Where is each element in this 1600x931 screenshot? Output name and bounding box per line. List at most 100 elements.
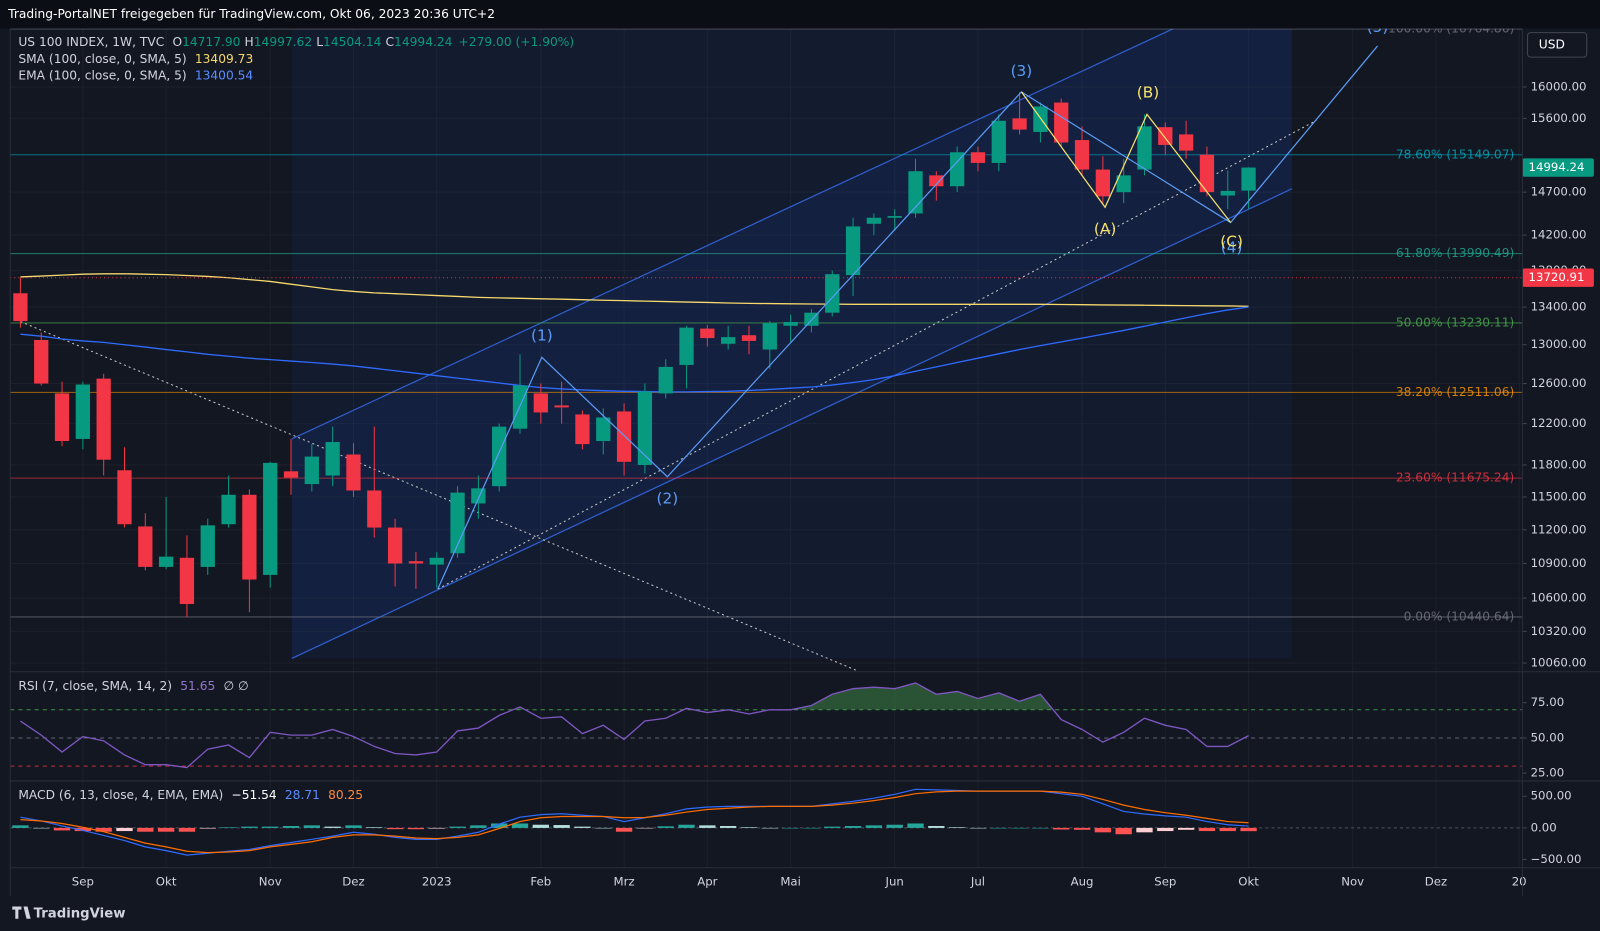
y-tick-label: 15600.00 (1531, 111, 1587, 125)
legend-key: SMA (100, close, 0, SMA, 5) (18, 52, 186, 66)
candle-body (263, 462, 278, 575)
y-tick-label: 11800.00 (1531, 457, 1587, 471)
y-tick-label: −500.00 (1531, 852, 1582, 866)
macd-histogram-bar (595, 827, 612, 829)
ema-legend: EMA (100, close, 0, SMA, 5) 13400.54 (18, 68, 253, 82)
macd-histogram-bar (1053, 827, 1070, 830)
x-tick-label: 2023 (422, 874, 452, 888)
candle-body (929, 175, 944, 187)
legend-value: −51.54 (231, 788, 276, 802)
macd-histogram-bar (262, 826, 279, 828)
candle-body (34, 339, 49, 384)
channel (291, 28, 1292, 659)
fib-label: 23.60% (11675.24) (1396, 471, 1514, 485)
candle-body (242, 494, 257, 580)
candle-body (658, 366, 673, 394)
candle-body (1241, 167, 1256, 191)
candle-body (845, 226, 861, 276)
macd-histogram-bar (1073, 827, 1091, 830)
price-box (1522, 268, 1594, 287)
x-tick-label: Aug (1071, 874, 1094, 888)
y-tick-label: 14700.00 (1531, 185, 1587, 199)
candle-body (637, 391, 653, 465)
candle-body (741, 335, 757, 341)
y-tick-label: 50.00 (1531, 730, 1565, 744)
candle-body (138, 526, 153, 567)
drawings-front: (1) (2) (3) (4) (5) (A) (B) (C) (437, 29, 1388, 590)
x-tick-label: Jul (970, 874, 985, 888)
macd-histogram-bar (678, 824, 695, 828)
x-tick-label: Dez (342, 874, 364, 888)
candle-body (825, 274, 840, 313)
header-title: Trading-PortalNET freigegeben für Tradin… (7, 7, 495, 21)
x-tick-label: Sep (72, 874, 94, 888)
trend-line (20, 321, 858, 672)
channel-upper (291, 28, 1174, 440)
currency-box[interactable] (1527, 32, 1588, 58)
legend-extra: ∅ ∅ (223, 678, 248, 692)
y-tick-label: 12600.00 (1531, 376, 1587, 390)
channel-lower (291, 188, 1293, 659)
macd-histogram-bar (491, 823, 508, 828)
macd-histogram-bar (199, 827, 216, 829)
rsi-line (20, 682, 1249, 769)
legend-value: 14994.24 (394, 34, 453, 48)
candle-body (554, 405, 569, 408)
macd-histogram-bar (928, 826, 945, 828)
fib-label: 50.00% (13230.11) (1396, 315, 1514, 329)
y-tick-label: 11200.00 (1531, 522, 1587, 536)
x-tick-label: Okt (1238, 874, 1259, 888)
brand: TradingView (34, 907, 126, 922)
legend-value: 14717.90 (182, 34, 240, 48)
macd-histogram-bar (1177, 827, 1195, 830)
macd-histogram-bar (1136, 827, 1153, 833)
candle-body (970, 152, 986, 163)
legend-value: 28.71 (285, 788, 320, 802)
candle-body (96, 378, 111, 460)
candle-body (575, 414, 590, 445)
macd-histogram-bar (470, 825, 487, 828)
y-tick-label: 13400.00 (1531, 300, 1587, 314)
fib-levels: 100.00% (16764.86) 78.60% (15149.07) 61.80… (10, 28, 1523, 623)
drawings-back (20, 28, 1317, 672)
x-tick-label: Apr (697, 874, 717, 888)
candle-body (283, 471, 299, 478)
macd-histogram-bar (948, 827, 966, 828)
candle-body (533, 393, 548, 413)
candle-body (158, 556, 174, 567)
macd-histogram-bar (95, 827, 112, 832)
candle-body (700, 328, 715, 339)
wave-label: (3) (1011, 62, 1033, 80)
legend-key: MACD (6, 13, close, 4, EMA, EMA) (18, 788, 223, 802)
price-box-label: 13720.91 (1529, 270, 1585, 284)
candle-body (304, 456, 319, 485)
sma-legend: SMA (100, close, 0, SMA, 5) 13409.73 (18, 52, 253, 66)
macd-histogram-bar (74, 827, 92, 832)
macd-histogram-bar (53, 827, 71, 831)
macd-histogram-bar (740, 827, 758, 828)
range-box (291, 28, 1292, 659)
macd-histogram-bar (803, 827, 820, 829)
macd-histogram-bar (969, 827, 987, 829)
macd-histogram-bar (1011, 827, 1028, 829)
axes: Sep Okt Nov Dez 2023 Feb Mrz Apr Mai Jun Jul Aug Sep… (72, 79, 1594, 889)
y-tick-label: 10320.00 (1531, 624, 1587, 638)
macd-histogram-bar (886, 824, 903, 828)
candle-body (762, 322, 777, 350)
macd-histogram-bar (220, 827, 237, 828)
macd-histogram-bar (532, 824, 549, 828)
macd-histogram-bar (657, 826, 674, 828)
last-price-label: 14994.24 (1529, 160, 1585, 174)
candle-body (1074, 140, 1090, 170)
currency[interactable]: USD (1539, 37, 1565, 51)
macd-histogram-bar (1240, 827, 1257, 832)
x-tick-label: Dez (1425, 874, 1447, 888)
macd-histogram-bar (407, 827, 425, 830)
rsi-legend: RSI (7, close, SMA, 14, 2) 51.65 ∅ ∅ (18, 678, 248, 692)
candle-body (1054, 102, 1069, 143)
macd-histogram-bar (907, 823, 924, 828)
macd-histogram-bar (282, 826, 300, 828)
fib-label: 61.80% (13990.49) (1396, 246, 1514, 260)
correction-label: (A) (1094, 220, 1116, 238)
